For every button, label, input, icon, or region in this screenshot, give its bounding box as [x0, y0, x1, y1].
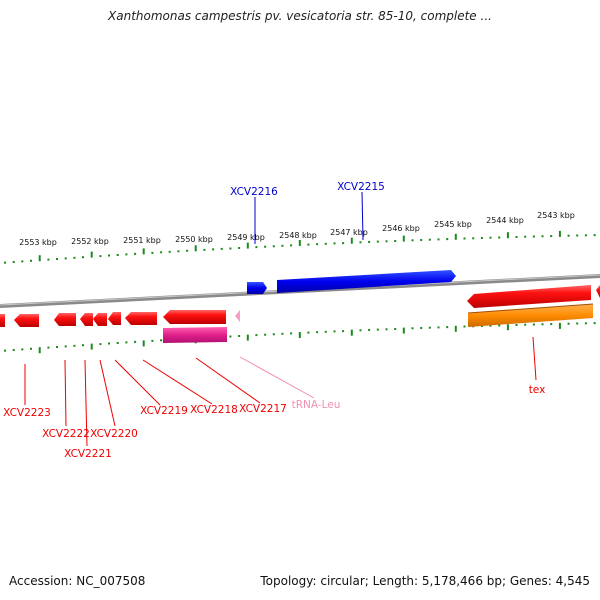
feature-track	[163, 303, 594, 343]
scale-ticks-top	[4, 230, 596, 264]
gene-xcv2223[interactable]	[0, 314, 5, 327]
gene-xcv2220[interactable]	[93, 313, 107, 326]
gene-xcv2216[interactable]	[247, 282, 267, 294]
gene-xcv2218[interactable]	[125, 312, 157, 325]
accession-label: Accession: NC_007508	[9, 574, 146, 588]
label-tex[interactable]: tex	[529, 384, 546, 396]
gene-partial-right[interactable]	[596, 285, 600, 298]
scale-label: 2553 kbp	[19, 238, 57, 247]
scale-label: 2543 kbp	[537, 211, 575, 220]
scale-label: 2545 kbp	[434, 220, 472, 229]
label-xcv2222[interactable]: XCV2222	[42, 428, 90, 440]
label-xcv2219[interactable]: XCV2219	[140, 405, 188, 417]
forward-labels: XCV2216 XCV2215	[230, 181, 385, 198]
gene-xcv2215[interactable]	[277, 270, 456, 293]
label-trna-leu[interactable]: tRNA-Leu	[292, 399, 341, 411]
scale-label: 2550 kbp	[175, 235, 213, 244]
reverse-labels: XCV2223 XCV2222 XCV2221 XCV2220 XCV2219 …	[3, 384, 545, 460]
scale-ticks-bottom	[4, 322, 596, 354]
reverse-strand-genes	[0, 285, 600, 327]
label-xcv2221[interactable]: XCV2221	[64, 448, 112, 460]
scale-label: 2547 kbp	[330, 228, 368, 237]
scale-label: 2548 kbp	[279, 231, 317, 240]
label-xcv2215[interactable]: XCV2215	[337, 181, 385, 193]
gene-tex[interactable]	[467, 285, 591, 308]
scale-label: 2549 kbp	[227, 233, 265, 242]
gene-xcv2221[interactable]	[54, 313, 76, 326]
label-xcv2218[interactable]: XCV2218	[190, 404, 238, 416]
forward-label-leaders	[254, 191, 364, 244]
scale-label: 2551 kbp	[123, 236, 161, 245]
forward-strand-genes	[247, 270, 456, 294]
gene-xcv2217[interactable]	[163, 310, 226, 324]
scale-label: 2544 kbp	[486, 216, 524, 225]
gene-xcv2220a[interactable]	[80, 313, 93, 326]
magenta-feature[interactable]	[163, 327, 227, 343]
label-xcv2220[interactable]: XCV2220	[90, 428, 138, 440]
trna-leu-feature[interactable]	[235, 310, 240, 322]
gene-xcv2222[interactable]	[14, 314, 39, 327]
orange-feature[interactable]	[468, 304, 593, 327]
scale-label: 2552 kbp	[71, 237, 109, 246]
label-xcv2223[interactable]: XCV2223	[3, 407, 51, 419]
label-xcv2217[interactable]: XCV2217	[239, 403, 287, 415]
label-xcv2216[interactable]: XCV2216	[230, 186, 278, 198]
scale-labels: 2553 kbp 2552 kbp 2551 kbp 2550 kbp 2549…	[19, 211, 575, 247]
map-title: Xanthomonas campestris pv. vesicatoria s…	[108, 9, 492, 23]
gene-xcv2219[interactable]	[108, 312, 121, 325]
genome-summary: Topology: circular; Length: 5,178,466 bp…	[260, 574, 590, 588]
scale-label: 2546 kbp	[382, 224, 420, 233]
trna-leader	[239, 356, 315, 399]
reverse-label-leaders	[24, 336, 537, 447]
